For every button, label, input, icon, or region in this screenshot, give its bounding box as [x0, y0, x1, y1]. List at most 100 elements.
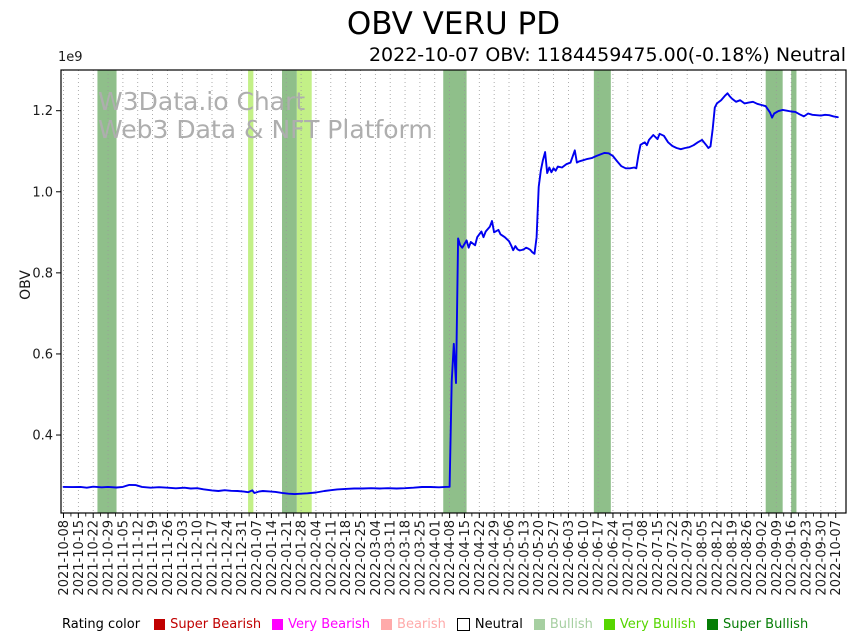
legend-item-bearish: Bearish: [381, 617, 446, 632]
very-bullish-swatch-icon: [603, 618, 615, 630]
x-tick-label: 2022-06-17: [592, 520, 607, 596]
x-tick-label: 2022-03-18: [399, 520, 414, 596]
bullish-swatch-icon: [533, 618, 545, 630]
x-tick-label: 2022-01-21: [280, 520, 295, 596]
x-tick-label: 2022-09-30: [814, 520, 829, 596]
x-tick-label: 2021-12-24: [220, 520, 235, 596]
x-tick-label: 2022-07-29: [681, 520, 696, 596]
x-tick-label: 2022-09-02: [755, 520, 770, 596]
x-tick-label: 2022-02-18: [339, 520, 354, 596]
legend-item-very-bearish: Very Bearish: [272, 617, 370, 632]
x-tick-label: 2022-10-07: [829, 520, 844, 596]
x-tick-label: 2022-07-01: [621, 520, 636, 596]
x-tick-label: 2022-03-11: [384, 520, 399, 596]
x-tick-label: 2022-06-03: [562, 520, 577, 596]
x-tick-label: 2022-04-08: [443, 520, 458, 596]
rating-band-very-bullish: [296, 70, 312, 513]
x-tick-label: 2022-05-13: [517, 520, 532, 596]
x-tick-label: 2022-06-24: [606, 520, 621, 596]
legend-label: Neutral: [474, 616, 523, 632]
watermark-line1: W3Data.io Chart: [98, 87, 306, 116]
rating-color-legend: Rating color Super Bearish Very Bearish …: [62, 612, 819, 636]
rating-band-bullish: [791, 70, 797, 513]
x-tick-label: 2021-10-15: [72, 520, 87, 596]
legend-item-very-bullish: Very Bullish: [603, 616, 696, 632]
x-tick-label: 2022-06-10: [577, 520, 592, 596]
legend-label: Bearish: [397, 616, 446, 632]
y-tick-label: 0.6: [32, 347, 53, 362]
x-tick-label: 2022-07-08: [636, 520, 651, 596]
x-tick-label: 2022-08-12: [710, 520, 725, 596]
y-tick-label: 0.4: [32, 429, 53, 444]
neutral-swatch-icon: [456, 617, 470, 631]
obv-series-line: [62, 92, 839, 496]
x-tick-label: 2022-09-09: [770, 520, 785, 596]
obv-line-chart: 2021-10-08 2021-10-15 2021-10-22 2021-10-29…: [32, 69, 847, 596]
very-bearish-swatch-icon: [272, 618, 284, 630]
legend-label: Very Bullish: [619, 616, 696, 632]
legend-item-super-bullish: Super Bullish: [706, 616, 809, 632]
x-tick-label: 2022-05-20: [532, 520, 547, 596]
legend-label: Super Bearish: [170, 616, 262, 632]
legend-title: Rating color: [62, 616, 141, 632]
x-tick-label: 2022-05-06: [503, 520, 518, 596]
x-tick-label: 2021-12-10: [191, 520, 206, 596]
x-tick-label: 2021-11-05: [116, 520, 131, 596]
y-tick-label: 1.0: [32, 185, 53, 200]
x-tick-label: 2021-10-29: [102, 520, 117, 596]
x-tick-label: 2022-04-15: [458, 520, 473, 596]
x-tick-label: 2021-11-19: [146, 520, 161, 596]
x-tick-label: 2022-03-25: [413, 520, 428, 596]
x-tick-label: 2022-08-19: [725, 520, 740, 596]
super-bullish-swatch-icon: [706, 618, 718, 630]
rating-band-bullish: [765, 70, 783, 513]
x-tick-label: 2021-11-12: [131, 520, 146, 596]
y-tick-label: 1.2: [32, 104, 53, 119]
x-tick-label: 2022-09-23: [800, 520, 815, 596]
chart-subtitle: 2022-10-07 OBV: 1184459475.00(-0.18%) Ne…: [368, 44, 846, 66]
x-tick-label: 2022-02-04: [309, 520, 324, 596]
x-tick-label: 2022-09-16: [785, 520, 800, 596]
y-axis-title: OBV: [18, 270, 34, 300]
legend-label: Very Bearish: [288, 616, 371, 632]
x-tick-label: 2022-04-29: [488, 520, 503, 596]
x-tick-label: 2022-01-07: [250, 520, 265, 596]
watermark-line2: Web3 Data & NFT Platform: [98, 115, 433, 144]
x-tick-label: 2021-12-03: [176, 520, 191, 596]
x-tick-label: 2021-10-08: [57, 520, 72, 596]
x-tick-label: 2022-01-14: [265, 520, 280, 596]
x-tick-label: 2022-04-22: [473, 520, 488, 596]
x-tick-label: 2022-01-28: [295, 520, 310, 596]
y-axis-offset-label: 1e9: [58, 50, 83, 65]
watermark: W3Data.io Chart Web3 Data & NFT Platform: [98, 88, 433, 144]
x-tick-label: 2022-04-01: [428, 520, 443, 596]
legend-item-super-bearish: Super Bearish: [154, 617, 261, 632]
y-tick-label: 0.8: [32, 266, 53, 281]
x-tick-label: 2022-07-15: [651, 520, 666, 596]
x-tick-label: 2022-05-27: [547, 520, 562, 596]
x-tick-label: 2021-10-22: [87, 520, 102, 596]
legend-label: Bullish: [549, 616, 593, 632]
x-tick-label: 2022-02-25: [354, 520, 369, 596]
x-tick-label: 2021-12-31: [235, 520, 250, 596]
rating-band-bullish: [593, 70, 611, 513]
x-tick-label: 2022-02-11: [324, 520, 339, 596]
x-tick-label: 2022-03-04: [369, 520, 384, 596]
x-tick-label: 2022-08-05: [696, 520, 711, 596]
legend-label: Super Bullish: [722, 616, 809, 632]
rating-band-bullish: [443, 70, 467, 513]
rating-band-bullish: [282, 70, 297, 513]
chart-title: OBV VERU PD: [346, 6, 561, 42]
legend-item-bullish: Bullish: [533, 616, 593, 632]
rating-band-very-bullish: [248, 70, 254, 513]
x-tick-label: 2022-07-22: [666, 520, 681, 596]
x-tick-label: 2022-08-26: [740, 520, 755, 596]
bearish-swatch-icon: [381, 618, 393, 630]
x-tick-label: 2021-12-17: [206, 520, 221, 596]
rating-band-bullish: [97, 70, 117, 513]
plot-border: [60, 69, 847, 514]
x-tick-label: 2021-11-26: [161, 520, 176, 596]
legend-item-neutral: Neutral: [456, 616, 523, 632]
super-bearish-swatch-icon: [154, 618, 166, 630]
